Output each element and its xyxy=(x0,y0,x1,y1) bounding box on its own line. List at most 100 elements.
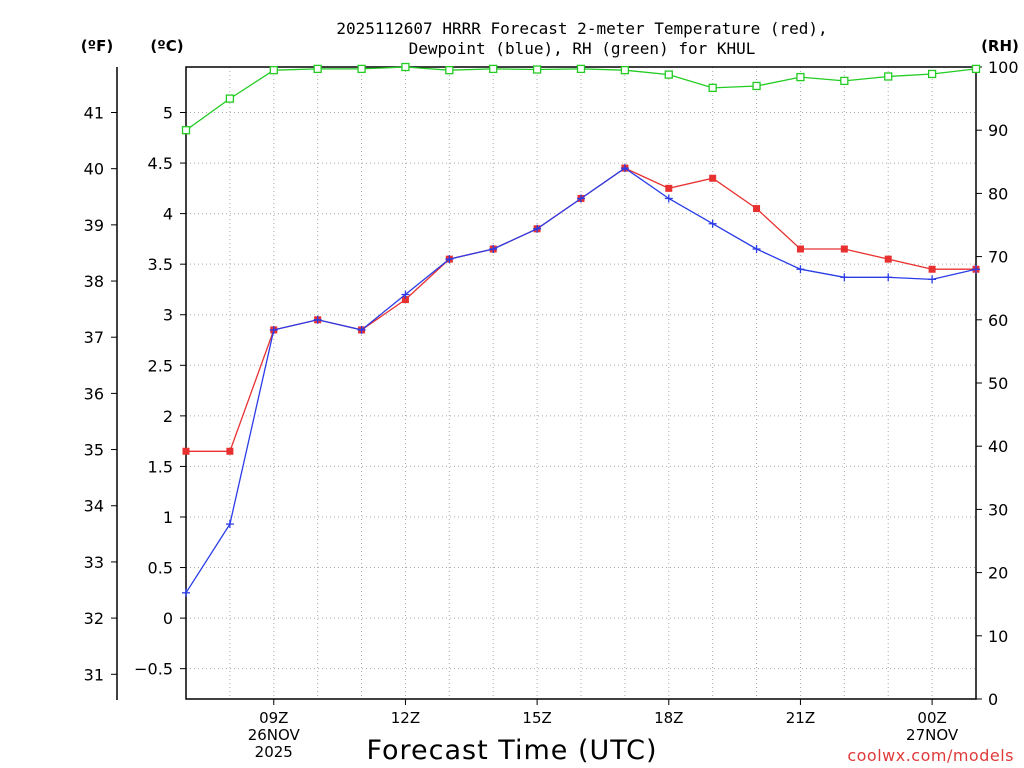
x-tick-label: 27NOV xyxy=(906,726,959,744)
rh-point xyxy=(971,64,981,74)
celsius-tick-label: 2 xyxy=(163,407,173,426)
x-axis-label: Forecast Time (UTC) xyxy=(366,735,657,766)
fahrenheit-tick-label: 41 xyxy=(84,104,104,123)
celsius-tick-label: 0.5 xyxy=(148,559,173,578)
celsius-tick-label: 1 xyxy=(163,508,173,527)
rh-point xyxy=(489,64,498,74)
gridlines xyxy=(186,67,976,699)
rh-point xyxy=(445,66,454,75)
celsius-unit-label: (ºC) xyxy=(150,37,183,55)
dewpoint-point xyxy=(401,290,410,299)
x-tick-label: 09Z xyxy=(259,709,288,727)
celsius-tick-label: 4 xyxy=(163,205,173,224)
temperature-line xyxy=(186,167,976,452)
dewpoint-point xyxy=(664,194,673,203)
rh-point xyxy=(181,126,191,135)
fahrenheit-tick-label: 40 xyxy=(84,160,104,179)
dewpoint-point xyxy=(577,194,585,203)
rh-point xyxy=(620,66,630,75)
rh-tick-label: 90 xyxy=(988,121,1008,140)
temperature-point xyxy=(928,265,936,273)
rh-tick-label: 80 xyxy=(988,184,1008,203)
x-tick-label: 21Z xyxy=(786,709,815,727)
rh-point xyxy=(225,94,235,103)
rh-point xyxy=(269,66,278,75)
rh-point xyxy=(576,64,586,74)
celsius-tick-label: 1.5 xyxy=(148,457,173,476)
rh-point xyxy=(313,64,322,74)
dewpoint-point xyxy=(752,245,761,254)
chart-title: 2025112607 HRRR Forecast 2-meter Tempera… xyxy=(336,19,827,38)
dewpoint-point xyxy=(708,219,717,228)
fahrenheit-tick-label: 37 xyxy=(84,328,104,347)
temperature-point xyxy=(840,245,848,253)
temperature-point xyxy=(665,184,673,192)
celsius-tick-label: 3 xyxy=(163,306,173,325)
rh-tick-label: 60 xyxy=(988,311,1008,330)
dewpoint-point xyxy=(357,325,366,334)
rh-tick-label: 20 xyxy=(988,564,1008,583)
x-tick-label: 15Z xyxy=(522,709,551,727)
fahrenheit-tick-label: 31 xyxy=(84,665,104,684)
x-tick-label: 2025 xyxy=(255,743,293,761)
dewpoint-point xyxy=(269,325,278,334)
fahrenheit-tick-label: 39 xyxy=(84,216,104,235)
dewpoint-point xyxy=(533,224,542,233)
dewpoint-point xyxy=(225,520,234,529)
rh-point xyxy=(357,64,366,74)
axes: −0.5 0 0.5 1 1.5 2 2.5 3 3.5 4 4.5 5 31 32 33 34 35 36 37 3… xyxy=(84,58,1019,761)
credit-link[interactable]: coolwx.com/models xyxy=(847,746,1014,765)
dewpoint-point xyxy=(796,265,805,274)
fahrenheit-tick-label: 35 xyxy=(84,441,104,460)
temperature-point xyxy=(796,245,804,253)
dewpoint-point xyxy=(928,275,937,284)
chart-title-line2: Dewpoint (blue), RH (green) for KHUL xyxy=(409,39,756,58)
rh-point xyxy=(884,72,893,81)
rh-point xyxy=(532,65,542,74)
celsius-tick-label: 5 xyxy=(163,104,173,123)
rh-tick-label: 10 xyxy=(988,627,1008,646)
temperature-point xyxy=(401,296,409,304)
dewpoint-point xyxy=(840,273,849,282)
rh-point xyxy=(664,70,673,79)
rh-point xyxy=(708,83,717,93)
fahrenheit-tick-label: 32 xyxy=(84,609,104,628)
x-tick-label: 00Z xyxy=(917,709,946,727)
dewpoint-point xyxy=(445,255,454,264)
celsius-tick-label: 4.5 xyxy=(148,154,173,173)
celsius-tick-label: −0.5 xyxy=(134,660,173,679)
data-series xyxy=(181,62,981,597)
rh-tick-label: 70 xyxy=(988,248,1008,267)
rh-tick-label: 0 xyxy=(988,690,998,709)
rh-point xyxy=(840,76,849,86)
rh-point xyxy=(401,62,410,72)
celsius-tick-label: 2.5 xyxy=(148,356,173,375)
rh-tick-label: 30 xyxy=(988,500,1008,519)
fahrenheit-unit-label: (ºF) xyxy=(81,37,113,55)
dewpoint-point xyxy=(620,164,629,173)
temperature-point xyxy=(709,174,717,182)
rh-point xyxy=(796,72,805,82)
rh-point xyxy=(752,81,761,91)
fahrenheit-tick-label: 34 xyxy=(84,497,104,516)
temperature-point xyxy=(226,447,234,455)
fahrenheit-tick-label: 36 xyxy=(84,384,104,403)
rh-tick-label: 50 xyxy=(988,374,1008,393)
celsius-tick-label: 0 xyxy=(163,609,173,628)
rh-tick-label: 100 xyxy=(988,58,1019,77)
dewpoint-point xyxy=(884,273,893,282)
temperature-point xyxy=(753,205,761,213)
dewpoint-point xyxy=(182,588,190,597)
rh-unit-label: (RH) xyxy=(981,37,1019,55)
temperature-point xyxy=(884,255,892,263)
fahrenheit-tick-label: 38 xyxy=(84,272,104,291)
temperature-point xyxy=(182,447,190,455)
dewpoint-point xyxy=(972,265,980,274)
x-tick-label: 26NOV xyxy=(248,726,301,744)
x-tick-label: 12Z xyxy=(391,709,420,727)
rh-tick-label: 40 xyxy=(988,437,1008,456)
x-tick-label: 18Z xyxy=(654,709,683,727)
dewpoint-point xyxy=(313,315,322,324)
dewpoint-point xyxy=(489,245,498,254)
